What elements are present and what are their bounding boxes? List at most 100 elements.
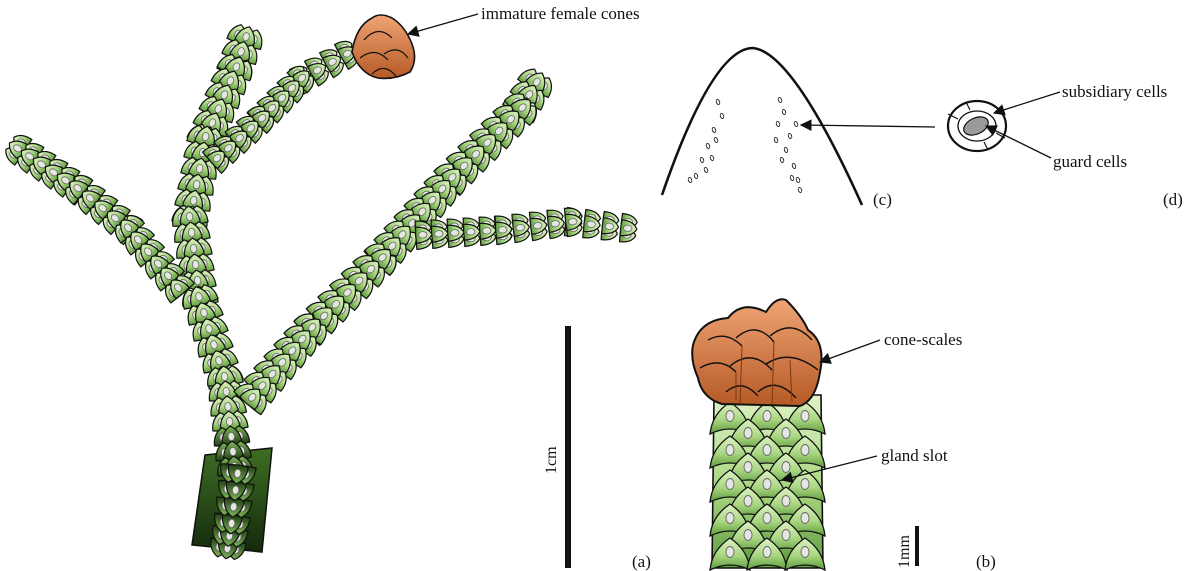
panel-d-label: (d) [1163, 190, 1183, 209]
shoot-leaf-scales [709, 401, 826, 571]
gland-dot [343, 288, 352, 297]
gland-dot [200, 308, 208, 318]
leaf-scale [227, 464, 249, 485]
gland-dot [191, 259, 200, 270]
gland-dot [201, 132, 210, 142]
gland-dot [800, 410, 810, 422]
gland-dot [498, 226, 508, 234]
leaf-scale [170, 279, 190, 300]
scale-bar-1cm-label: 1cm [543, 446, 560, 474]
gland-dot [277, 93, 287, 103]
leaf-scale [205, 150, 225, 170]
leaf-scale [336, 46, 357, 65]
gland-dot [212, 154, 222, 163]
stomata-dots [687, 97, 803, 193]
gland-dot [762, 546, 772, 558]
immature-cone-drawing [351, 14, 416, 80]
leaf-scale [311, 307, 333, 329]
panel-b-label: (b) [976, 552, 996, 571]
gland-dot [231, 485, 240, 495]
gland-dot [434, 230, 444, 238]
upper-right-shoot [201, 40, 359, 175]
cone-scales-arrow [818, 339, 881, 364]
leaf-scale [239, 388, 261, 411]
gland-dot [743, 495, 753, 507]
gland-dot [586, 220, 596, 228]
gland-dot [354, 276, 364, 286]
gland-dot [343, 49, 352, 58]
magnified-leaf-scale [746, 537, 788, 571]
gland-dot [450, 229, 460, 237]
gland-dot [506, 115, 515, 124]
gland-dot [237, 47, 245, 57]
guard-cells-arrow [984, 125, 1052, 159]
gland-dot [174, 283, 183, 292]
gland-dot [418, 231, 428, 239]
gland-dot [268, 369, 277, 379]
leaf-scale [219, 410, 241, 431]
gland-dot [288, 346, 297, 355]
magnified-leaf-scale [784, 537, 826, 571]
gland-dot [331, 300, 340, 309]
gland-dot [533, 222, 543, 230]
leaf-scale [429, 180, 451, 202]
gland-dot [229, 502, 238, 512]
gland-dot [568, 218, 578, 226]
leaf-scale [414, 226, 433, 244]
leaf-scale [228, 130, 248, 150]
gland-dot [224, 144, 233, 153]
leaf-scale [218, 395, 240, 416]
immature-female-cones-label: immature female cones [481, 4, 640, 23]
magnified-shoot [709, 394, 826, 571]
guard-cell-pair [963, 116, 989, 136]
gland-dot [215, 356, 223, 366]
gland-dot [242, 32, 250, 42]
gland-dot [229, 446, 237, 457]
gland-dot [781, 461, 791, 473]
panel-a-label: (a) [632, 552, 651, 571]
gland-dot [494, 126, 504, 136]
far-right-shoot [414, 206, 638, 251]
gland-dot [366, 265, 375, 274]
gland-dot [227, 431, 235, 442]
scale-bar-1mm [915, 526, 919, 566]
gland-dot [518, 103, 527, 112]
gland-dot [193, 275, 202, 286]
gland-dot [762, 512, 772, 524]
gland-dot [762, 444, 772, 456]
gland-slot-arrow [780, 455, 878, 484]
branch-shoots [5, 24, 638, 561]
gland-dot [515, 224, 525, 232]
gland-dot [800, 512, 810, 524]
gland-dot [459, 161, 469, 171]
leaf-scale [216, 380, 238, 401]
gland-dot [267, 103, 277, 113]
subsidiary-cells-label: subsidiary cells [1062, 82, 1167, 101]
leaf-scale [389, 225, 411, 248]
magnified-leaf-scale [709, 537, 751, 571]
basal-shoot [210, 463, 257, 561]
leaf-scale [601, 217, 620, 235]
gland-dot [781, 495, 791, 507]
gland-dot [248, 393, 257, 402]
leaf-scale [346, 272, 368, 294]
cone-pointer-arrow [406, 13, 479, 37]
leaf-scale [512, 219, 531, 237]
gland-dot [328, 58, 337, 66]
gland-dot [725, 478, 735, 490]
gland-dot [800, 546, 810, 558]
gland-dot [297, 73, 307, 83]
scale-bar-1cm [565, 326, 571, 568]
leaf-scale [619, 219, 638, 237]
gland-dot [762, 478, 772, 490]
gland-dot [550, 220, 560, 228]
gland-dot [313, 66, 322, 75]
leaf-scale [223, 440, 245, 461]
panel-c-label: (c) [873, 190, 892, 209]
leaf-scale [321, 54, 342, 73]
leaf-scale [56, 172, 77, 193]
gland-dot [725, 546, 735, 558]
gland-dot [781, 529, 791, 541]
gland-dot [800, 478, 810, 490]
gland-dot [154, 259, 163, 268]
